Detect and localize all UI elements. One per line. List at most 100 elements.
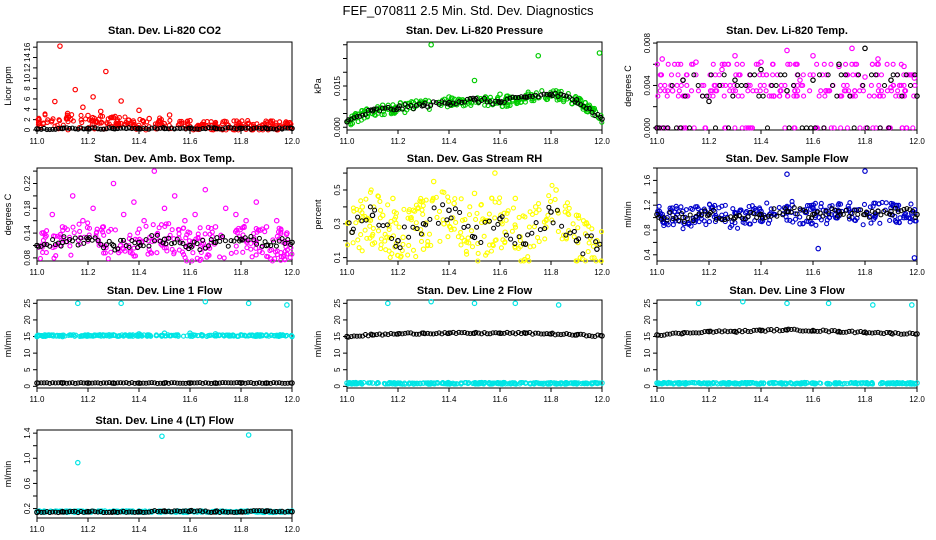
- reference-point: [411, 106, 417, 112]
- reference-point: [248, 126, 254, 132]
- scatter-point: [57, 43, 63, 49]
- scatter-point: [173, 332, 179, 338]
- scatter-point: [237, 227, 243, 233]
- scatter-point: [405, 215, 411, 221]
- scatter-point: [760, 218, 766, 224]
- reference-point: [670, 330, 676, 336]
- scatter-point: [745, 88, 751, 94]
- reference-point: [713, 329, 719, 335]
- scatter-point: [108, 226, 114, 232]
- scatter-point: [40, 333, 46, 339]
- scatter-point: [727, 88, 733, 94]
- reference-point: [507, 330, 513, 336]
- scatter-point: [750, 88, 756, 94]
- reference-point: [878, 212, 884, 218]
- reference-point: [149, 508, 155, 514]
- reference-point: [583, 333, 589, 339]
- scatter-point: [510, 205, 516, 211]
- scatter-point: [573, 212, 580, 219]
- reference-point: [410, 224, 416, 230]
- scatter-point: [394, 252, 401, 258]
- reference-point: [194, 508, 200, 514]
- reference-point: [430, 99, 436, 105]
- scatter-point: [492, 199, 498, 205]
- reference-point: [120, 380, 126, 386]
- reference-point: [52, 380, 58, 386]
- scatter-point: [599, 380, 605, 386]
- reference-point: [507, 95, 513, 101]
- scatter-point: [59, 224, 66, 230]
- scatter-point: [748, 380, 754, 386]
- scatter-point: [673, 203, 679, 209]
- reference-point: [238, 236, 244, 243]
- x-tick-label: 11.4: [132, 268, 148, 277]
- scatter-point: [526, 258, 532, 264]
- reference-point: [279, 236, 285, 242]
- scatter-point: [426, 231, 433, 237]
- reference-point: [205, 125, 211, 131]
- reference-point: [758, 327, 764, 334]
- scatter-point: [64, 227, 71, 233]
- reference-point: [510, 330, 516, 336]
- reference-point: [862, 329, 868, 336]
- scatter-point: [677, 381, 683, 387]
- scatter-point: [901, 72, 907, 78]
- scatter-point: [552, 196, 558, 202]
- scatter-point: [150, 222, 156, 228]
- scatter-point: [878, 88, 885, 94]
- scatter-point: [784, 300, 790, 307]
- scatter-point: [130, 332, 136, 338]
- scatter-point: [792, 125, 798, 131]
- reference-point: [481, 330, 487, 336]
- scatter-point: [60, 122, 66, 128]
- reference-point: [254, 241, 260, 247]
- reference-point: [282, 241, 288, 247]
- scatter-point: [880, 93, 886, 99]
- scatter-point: [350, 240, 356, 246]
- scatter-point: [695, 300, 702, 307]
- y-tick-label: 4: [23, 107, 32, 112]
- y-axis-label: degrees C: [623, 65, 633, 107]
- reference-point: [174, 236, 180, 242]
- reference-point: [856, 72, 861, 78]
- scatter-point: [747, 125, 754, 131]
- x-tick-label: 11.0: [650, 268, 666, 277]
- x-tick-label: 11.0: [30, 395, 46, 404]
- scatter-point: [860, 222, 866, 228]
- chart-title: Stan. Dev. Line 4 (LT) Flow: [95, 415, 234, 427]
- scatter-point: [875, 88, 881, 94]
- scatter-point: [97, 108, 104, 115]
- scatter-point: [893, 202, 899, 208]
- y-tick-label: 0.14: [23, 225, 32, 241]
- reference-point: [817, 328, 823, 334]
- chart-panel: Stan. Dev. Line 1 Flowml/min051015202511…: [3, 285, 300, 404]
- reference-point: [599, 116, 605, 122]
- reference-point: [510, 94, 516, 100]
- reference-point: [245, 380, 251, 386]
- scatter-point: [555, 228, 561, 235]
- reference-point: [143, 126, 149, 132]
- reference-point: [491, 225, 497, 231]
- reference-point: [593, 239, 599, 245]
- scatter-point: [52, 98, 58, 105]
- reference-point: [169, 241, 175, 247]
- scatter-point: [846, 208, 852, 214]
- reference-point: [719, 329, 725, 335]
- scatter-point: [776, 93, 783, 99]
- reference-point: [800, 328, 806, 334]
- scatter-point: [63, 116, 69, 122]
- reference-point: [163, 241, 169, 247]
- scatter-point: [110, 332, 117, 338]
- reference-point: [743, 82, 749, 88]
- scatter-point: [912, 82, 918, 89]
- scatter-point: [91, 332, 97, 338]
- scatter-point: [839, 93, 845, 99]
- plot-frame: [36, 41, 293, 131]
- y-tick-label: 0: [643, 384, 652, 389]
- y-tick-label: 0.08: [23, 250, 32, 266]
- scatter-point: [166, 112, 173, 118]
- reference-point: [706, 211, 712, 218]
- reference-point: [563, 232, 569, 238]
